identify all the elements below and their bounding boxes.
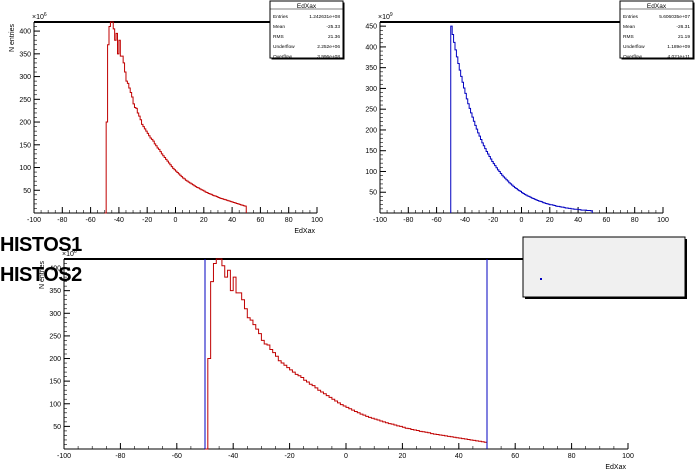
panel3-x-tick-label: -60 bbox=[172, 453, 182, 460]
panel1-histogram-series-1 bbox=[104, 21, 247, 214]
panel3-x-tick-label: 40 bbox=[455, 453, 463, 460]
panel1-x-axis-title: EdXax bbox=[294, 228, 315, 235]
panel2-stats-label: Overflow bbox=[623, 54, 642, 60]
panel1-y-tick-label: 250 bbox=[19, 97, 31, 104]
panel2-x-tick-label: 100 bbox=[657, 217, 669, 224]
panel1-x-tick-label: -80 bbox=[57, 217, 67, 224]
panel1-stats-value: 3.996e+08 bbox=[317, 54, 340, 60]
panel1-x-tick-label: -100 bbox=[27, 217, 41, 224]
panel2-stats-value: 5.606035e+07 bbox=[659, 14, 690, 20]
panel2-y-tick-label: 200 bbox=[365, 127, 377, 134]
panel3-x-tick-label: 100 bbox=[622, 453, 634, 460]
panel2-histogram-series-1 bbox=[450, 25, 593, 213]
panel2-x-tick-label: 20 bbox=[546, 217, 554, 224]
panel3-y-tick-label: 400 bbox=[49, 266, 61, 273]
panel2-stats-label: Underflow bbox=[623, 44, 645, 50]
panel3-x-tick-label: -80 bbox=[115, 453, 125, 460]
panel2-x-tick-label: 0 bbox=[520, 217, 524, 224]
panel1-y-tick-label: 300 bbox=[19, 74, 31, 81]
panel3-y-exponent: ×106 bbox=[62, 249, 77, 258]
panel3-x-tick-label: 60 bbox=[511, 453, 519, 460]
panel2-stats-label: Mean bbox=[623, 24, 635, 30]
panel1-stats-label: Mean bbox=[273, 24, 285, 30]
panel1-x-tick-label: 0 bbox=[174, 217, 178, 224]
panel3-x-tick-label: -20 bbox=[285, 453, 295, 460]
panel2-x-tick-label: -100 bbox=[373, 217, 387, 224]
panel1-x-tick-label: 20 bbox=[200, 217, 208, 224]
panel2-x-tick-label: 40 bbox=[574, 217, 582, 224]
panel1-stats-label: Entries bbox=[273, 14, 289, 20]
panel2-stats-label: Entries bbox=[623, 14, 639, 20]
panel1-stats-value: -25.33 bbox=[326, 24, 340, 30]
panel3-y-tick-label: 200 bbox=[49, 356, 61, 363]
panel1-y-tick-label: 350 bbox=[19, 51, 31, 58]
panel2-y-tick-label: 150 bbox=[365, 148, 377, 155]
panel2-y-tick-label: 450 bbox=[365, 24, 377, 31]
panel1-stats-label: Overflow bbox=[273, 54, 292, 60]
panel1-stats-value: 21.36 bbox=[328, 34, 340, 40]
panel3-histogram-series-1 bbox=[205, 258, 488, 450]
panel1-x-tick-label: -20 bbox=[142, 217, 152, 224]
panel3-x-axis-title: EdXax bbox=[605, 464, 626, 471]
panel1-stats-value: 2.252e+06 bbox=[317, 44, 340, 50]
panel3-y-tick-label: 250 bbox=[49, 333, 61, 340]
panel2-stats-value: 21.19 bbox=[678, 34, 690, 40]
panel1-y-tick-label: 150 bbox=[19, 142, 31, 149]
panel2-x-tick-label: -20 bbox=[488, 217, 498, 224]
panel3-legend-box bbox=[522, 236, 686, 298]
panel2-x-tick-label: -40 bbox=[460, 217, 470, 224]
panel2-y-tick-label: 250 bbox=[365, 107, 377, 114]
panel1-x-tick-label: 80 bbox=[285, 217, 293, 224]
panel2-x-tick-label: -60 bbox=[432, 217, 442, 224]
panel1-x-tick-label: -60 bbox=[86, 217, 96, 224]
panel2-y-tick-label: 50 bbox=[369, 190, 377, 197]
panel1-stats-label: RMS bbox=[273, 34, 284, 40]
panel2-y-tick-label: 400 bbox=[365, 44, 377, 51]
panel1-stats-value: 1.242631e+08 bbox=[309, 14, 340, 20]
panel3-x-tick-label: 80 bbox=[568, 453, 576, 460]
panel1-x-tick-label: 60 bbox=[257, 217, 265, 224]
panel1-y-tick-label: 100 bbox=[19, 165, 31, 172]
panel3-y-tick-label: 150 bbox=[49, 379, 61, 386]
panel3-y-axis-title: N entries bbox=[39, 261, 46, 290]
panel1-stats-box bbox=[269, 0, 344, 59]
panel1-y-axis-title: N entries bbox=[9, 24, 16, 53]
panel2-stats-value: 1.189e+09 bbox=[667, 44, 690, 50]
panel3-x-tick-label: -100 bbox=[57, 453, 71, 460]
panel2-y-exponent: ×109 bbox=[378, 12, 393, 21]
panel3-y-tick-label: 100 bbox=[49, 401, 61, 408]
histos1-label: HISTOS1 bbox=[0, 234, 82, 256]
panel3-y-tick-label: 50 bbox=[53, 424, 61, 431]
panel1-stats-label: Underflow bbox=[273, 44, 295, 50]
panel2-y-tick-label: 300 bbox=[365, 86, 377, 93]
panel2-stats-value: 4.021e+11 bbox=[668, 54, 691, 60]
panel2-stats-label: RMS bbox=[623, 34, 634, 40]
panel2-x-tick-label: -80 bbox=[403, 217, 413, 224]
panel3-x-tick-label: 20 bbox=[399, 453, 407, 460]
panel1-x-tick-label: 40 bbox=[228, 217, 236, 224]
panel2-x-tick-label: 80 bbox=[631, 217, 639, 224]
panel3-legend-marker bbox=[540, 278, 542, 280]
panel3-y-tick-label: 350 bbox=[49, 288, 61, 295]
panel3-y-tick-label: 300 bbox=[49, 311, 61, 318]
panel1-stats-title: EdXax bbox=[297, 3, 317, 10]
panel1-y-exponent: ×106 bbox=[32, 12, 47, 21]
panel3-x-tick-label: -40 bbox=[228, 453, 238, 460]
panel1-x-tick-label: 100 bbox=[311, 217, 323, 224]
panel2-stats-box bbox=[619, 0, 694, 59]
panel1-y-tick-label: 50 bbox=[23, 188, 31, 195]
panel1-y-tick-label: 400 bbox=[19, 29, 31, 36]
panel1-x-tick-label: -40 bbox=[114, 217, 124, 224]
panel2-x-tick-label: 60 bbox=[603, 217, 611, 224]
panel2-stats-title: EdXax bbox=[647, 3, 667, 10]
panel2-stats-value: -26.31 bbox=[676, 24, 690, 30]
panel2-y-tick-label: 350 bbox=[365, 65, 377, 72]
panel3-x-tick-label: 0 bbox=[344, 453, 348, 460]
panel2-y-tick-label: 100 bbox=[365, 169, 377, 176]
panel1-y-tick-label: 200 bbox=[19, 120, 31, 127]
histos2-label: HISTOS2 bbox=[0, 264, 82, 286]
